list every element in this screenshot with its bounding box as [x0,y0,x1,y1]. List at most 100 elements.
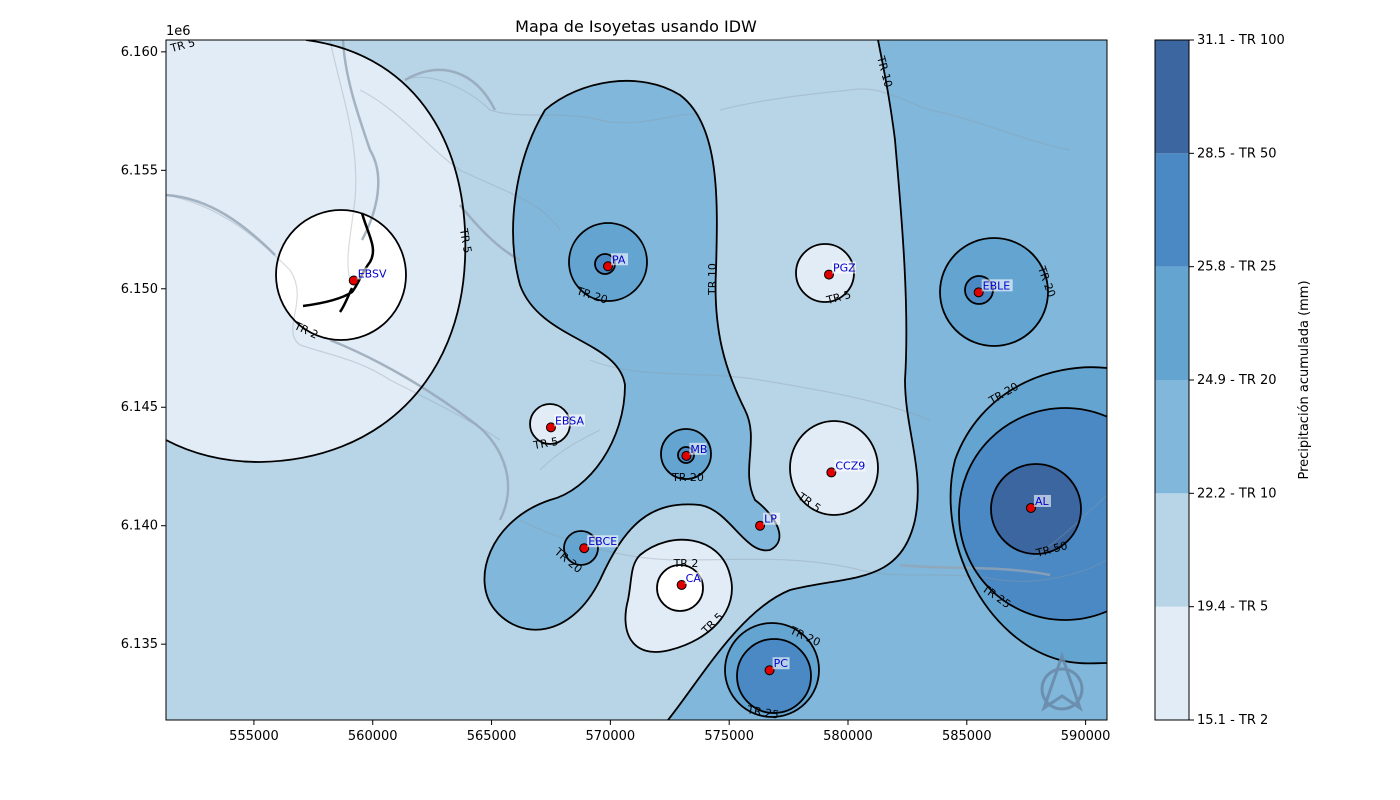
station-label: AL [1035,495,1050,508]
colorbar-tick-label: 15.1 - TR 2 [1197,713,1268,728]
station-marker[interactable]: PA [602,253,628,272]
y-tick-label: 6.160 [121,45,158,60]
x-tick-label: 570000 [586,729,636,744]
municipality-outline [166,40,1051,577]
y-tick-label: 6.150 [121,282,158,297]
colorbar-tick-label: 24.9 - TR 20 [1197,373,1277,388]
contour-fill-tr10-central [484,80,780,630]
contour-fill-eble [940,238,1048,346]
y-tick-label: 6.145 [121,400,158,415]
x-tick-label: 590000 [1061,729,1111,744]
station-label: LP [764,513,777,526]
colorbar: 15.1 - TR 2 19.4 - TR 5 22.2 - TR 10 24.9 -… [1154,33,1285,728]
contour-fill-pc-tr25 [737,639,811,713]
station-label: CCZ9 [835,459,865,472]
colorbar-swatch [1155,493,1189,607]
contour-fill-ccz9 [790,421,878,515]
station-label-bg [356,267,388,280]
station-label: EBSV [358,267,387,280]
station-point[interactable] [764,665,775,676]
station-point[interactable] [545,422,556,433]
north-arrow-icon [1040,651,1084,712]
station-point[interactable] [823,269,834,280]
x-tick-label: 565000 [467,729,517,744]
y-tick-label: 6.155 [121,163,158,178]
station-point[interactable] [826,467,837,478]
station-label: MB [690,443,707,456]
station-marker[interactable]: AL [1025,494,1051,513]
contour-label: TR 20 [671,471,704,484]
station-marker[interactable]: EBCE [579,535,619,554]
station-label: PGZ [833,262,856,275]
contour-fill-al-tr50 [991,464,1081,554]
station-label-bg [610,253,628,266]
map-frame [165,39,1108,721]
colorbar-swatch [1155,266,1189,380]
station-label: PA [612,253,626,266]
station-label-bg [689,442,707,455]
stations: EBSV PA PGZ EBLE EBSA MB CCZ9 AL LP EBCE CA PC [348,253,1051,676]
colorbar-tick-label: 31.1 - TR 100 [1197,33,1285,48]
colorbar-swatch [1155,606,1189,720]
basemap-lines [166,40,1107,582]
station-label-bg [834,459,866,472]
station-point[interactable] [676,579,687,590]
contour-label: TR 5 [457,227,474,255]
station-marker[interactable]: MB [681,442,708,461]
y-offset-label: 1e6 [166,24,191,39]
station-label-bg [763,512,781,525]
station-label: EBLE [983,279,1011,292]
station-point[interactable] [681,450,692,461]
contour-label: TR 25 [745,703,780,722]
station-label: CA [686,572,702,585]
colorbar-swatch [1155,153,1189,267]
chart-title: Mapa de Isoyetas usando IDW [515,17,757,36]
station-marker[interactable]: CA [676,571,702,590]
y-tick-label: 6.140 [121,519,158,534]
station-label-bg [1033,494,1051,507]
contour-label: TR 10 [706,263,719,296]
station-label-bg [587,535,619,548]
x-tick-label: 585000 [942,729,992,744]
station-point[interactable] [1025,502,1036,513]
x-tick-label: 575000 [704,729,754,744]
contour-lines [166,40,1107,720]
station-label-bg [981,279,1013,292]
x-tick-label: 555000 [229,729,279,744]
station-marker[interactable]: CCZ9 [826,459,866,478]
station-marker[interactable]: PC [764,657,790,676]
station-marker[interactable]: EBLE [973,279,1013,298]
contour-label: TR 5 [824,288,852,307]
station-label-bg [831,261,856,274]
contour-label: TR 2 [673,557,699,570]
colorbar-swatch [1155,40,1189,154]
colorbar-label: Precipitación acumulada (mm) [1297,280,1312,479]
station-point[interactable] [973,287,984,298]
colorbar-tick-label: 19.4 - TR 5 [1197,600,1268,615]
station-label-bg [553,414,585,427]
station-point[interactable] [755,520,766,531]
station-label: EBSA [555,414,584,427]
colorbar-tick-label: 28.5 - TR 50 [1197,146,1277,161]
axes: 555000 560000 565000 570000 575000 580000 5850… [121,45,1111,744]
station-label: PC [774,657,789,670]
x-tick-label: 560000 [348,729,398,744]
station-marker[interactable]: LP [755,512,781,531]
station-marker[interactable]: PGZ [823,261,856,280]
x-tick-label: 580000 [823,729,873,744]
station-label: EBCE [588,535,617,548]
station-label-bg [772,657,790,670]
colorbar-tick-label: 25.8 - TR 25 [1197,260,1277,275]
y-tick-label: 6.135 [121,637,158,652]
station-point[interactable] [579,543,590,554]
station-point[interactable] [602,261,613,272]
contour-label: TR 5 [532,435,560,452]
station-marker[interactable]: EBSA [545,414,585,433]
station-label-bg [684,571,702,584]
colorbar-tick-label: 22.2 - TR 10 [1197,486,1277,501]
contour-fill-ebsv-core [276,210,406,340]
station-marker[interactable]: EBSV [348,267,388,286]
station-point[interactable] [348,275,359,286]
